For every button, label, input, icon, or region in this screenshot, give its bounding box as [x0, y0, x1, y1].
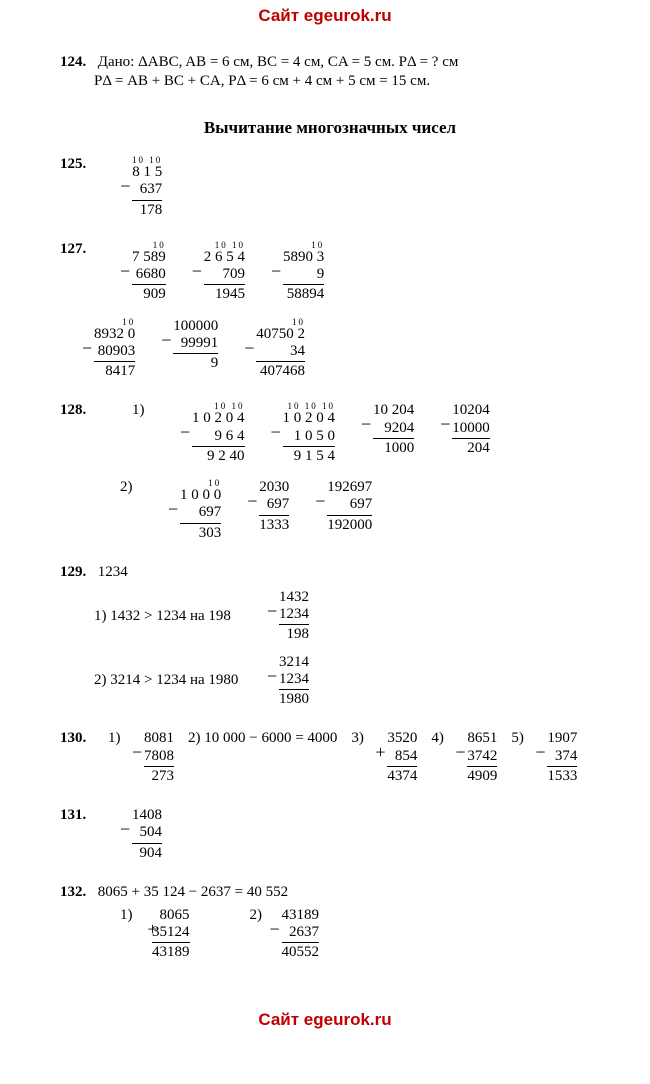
problem-129: 129. 1234 1) 1432 > 1234 на 198 −1432 12…: [60, 564, 600, 709]
subtraction-column: 10 −5890 3 9 58894: [283, 241, 324, 304]
sub-number: 2): [250, 907, 272, 924]
problem-124: 124. Дано: ΔABC, AB = 6 см, BC = 4 см, C…: [60, 54, 600, 90]
subtraction-column: −3214 1234 1980: [279, 654, 309, 709]
sub-number: 2): [120, 479, 142, 496]
sub-number: 1): [132, 402, 154, 419]
sub-number: 4): [431, 730, 453, 747]
text-line: 2) 3214 > 1234 на 1980: [94, 672, 259, 689]
watermark-top: Сайт egeurok.ru: [0, 0, 650, 32]
subtraction-column: 10 −8932 0 80903 8417: [94, 318, 135, 381]
section-title: Вычитание многозначных чисел: [60, 118, 600, 138]
page-content: 124. Дано: ΔABC, AB = 6 см, BC = 4 см, C…: [0, 32, 650, 1004]
sub-number: 1): [108, 730, 130, 747]
text-line: 2) 10 000 − 6000 = 4000: [188, 730, 337, 747]
text-line: 1) 1432 > 1234 на 198: [94, 608, 259, 625]
problem-number: 124.: [60, 54, 94, 71]
text-line: Дано: ΔABC, AB = 6 см, BC = 4 см, CA = 5…: [98, 54, 459, 70]
subtraction-column: 10 10 −2 6 5 4 709 1945: [204, 241, 245, 304]
subtraction-column: −1432 1234 198: [279, 589, 309, 644]
sub-number: 1): [120, 907, 142, 924]
problem-number: 132.: [60, 884, 94, 901]
addition-column: +8065 35124 43189: [152, 907, 190, 962]
problem-number: 128.: [60, 402, 94, 419]
subtraction-column: 10 10 −8 1 5 637 178: [132, 156, 162, 219]
subtraction-column: −43189 2637 40552: [282, 907, 320, 962]
problem-130: 130. 1) −8081 7808 273 2) 10 000 − 6000 …: [60, 730, 600, 785]
subtraction-column: 10 −7 589 6680 909: [132, 241, 166, 304]
addition-column: +3520 854 4374: [387, 730, 417, 785]
problem-number: 130.: [60, 730, 94, 747]
problem-132: 132. 8065 + 35 124 − 2637 = 40 552 1) +8…: [60, 884, 600, 962]
problem-128: 128. 1) 10 10 −1 0 2 0 4 9 6 4 9 2 40 10…: [60, 402, 600, 542]
subtraction-column: −1408 504 904: [132, 807, 162, 862]
problem-125: 125. 10 10 −8 1 5 637 178: [60, 156, 600, 219]
problem-127: 127. 10 −7 589 6680 909 10 10 −2 6 5 4 7…: [60, 241, 600, 381]
problem-131: 131. −1408 504 904: [60, 807, 600, 862]
subtraction-column: −10 204 9204 1000: [373, 402, 414, 457]
subtraction-column: 10 −40750 2 34 407468: [256, 318, 305, 381]
text-line: PΔ = AB + BC + CA, PΔ = 6 см + 4 см + 5 …: [94, 73, 600, 90]
watermark-bottom: Сайт egeurok.ru: [0, 1004, 650, 1036]
sub-number: 5): [511, 730, 533, 747]
subtraction-column: 10 10 10 −1 0 2 0 4 1 0 5 0 9 1 5 4: [283, 402, 336, 465]
problem-number: 129.: [60, 564, 94, 581]
subtraction-column: −2030 697 1333: [259, 479, 289, 534]
subtraction-column: −1907 374 1533: [547, 730, 577, 785]
subtraction-column: 10 10 −1 0 2 0 4 9 6 4 9 2 40: [192, 402, 245, 465]
sub-number: 3): [351, 730, 373, 747]
subtraction-column: −192697 697 192000: [327, 479, 372, 534]
problem-number: 131.: [60, 807, 94, 824]
subtraction-column: 10 −1 0 0 0 697 303: [180, 479, 221, 542]
problem-number: 127.: [60, 241, 94, 258]
expression: 8065 + 35 124 − 2637 = 40 552: [98, 884, 288, 900]
subtraction-column: −10204 10000 204: [452, 402, 490, 457]
subtraction-column: −8651 3742 4909: [467, 730, 497, 785]
text-line: 1234: [98, 564, 128, 580]
subtraction-column: −8081 7808 273: [144, 730, 174, 785]
problem-number: 125.: [60, 156, 94, 173]
subtraction-column: −100000 99991 9: [173, 318, 218, 373]
